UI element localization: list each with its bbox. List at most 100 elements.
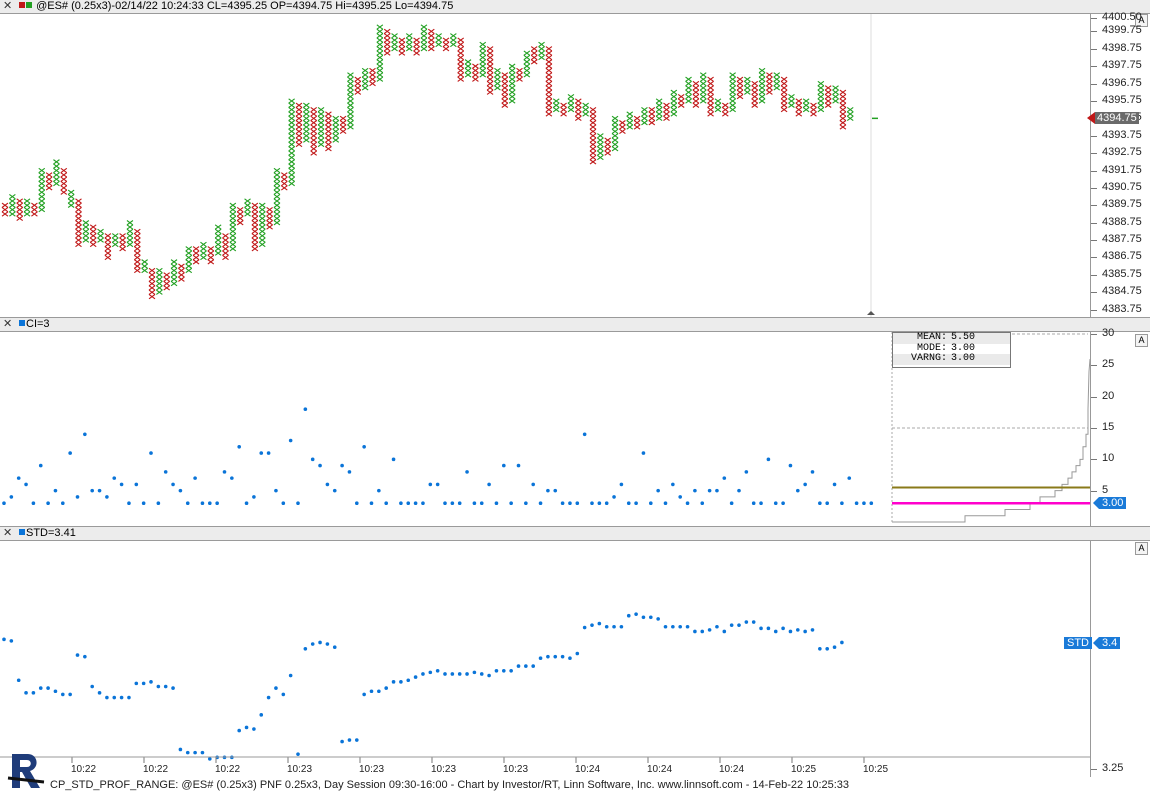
x-box [846,107,854,113]
o-box [280,176,288,182]
ci-point [16,476,21,480]
o-box [574,98,582,104]
x-box [611,124,619,130]
autoscale-button[interactable]: A [1135,334,1148,347]
x-box [23,211,31,217]
o-box [192,259,200,265]
o-box [751,85,759,91]
close-pane-icon[interactable]: ✕ [3,0,13,12]
x-box [288,150,295,156]
x-box [494,85,501,91]
ci-point [693,488,697,493]
x-box [9,202,16,208]
o-box [413,50,420,56]
o-box [45,180,53,187]
o-box [427,41,435,48]
ci-tick-label: 15 [1102,421,1115,433]
x-box [832,93,839,100]
tick-mark [1091,205,1097,207]
o-box [325,141,332,148]
ci-point [487,482,491,487]
x-box [82,237,90,243]
o-box [677,93,685,100]
x-box [538,41,545,48]
o-column [766,72,773,95]
std-point [840,640,844,645]
o-box [707,85,714,91]
x-box [479,72,487,78]
o-box [457,67,465,74]
x-box [317,133,325,139]
ci-point [178,488,183,493]
o-box [133,263,141,269]
ci-point [288,438,293,443]
autoscale-button[interactable]: A [1135,542,1148,555]
x-tick-label: 10:24 [647,764,673,775]
o-box [501,76,509,82]
x-box [258,241,266,248]
o-box [619,128,626,135]
ci-point [399,501,403,505]
ci-point [340,463,344,468]
autoscale-button[interactable]: A [1135,14,1148,27]
x-tick-label: 10:22 [215,764,241,775]
o-box [648,111,656,117]
o-box [163,285,171,291]
o-box [178,263,185,269]
x-box [361,80,369,87]
x-column [611,115,619,152]
x-column [244,198,251,217]
x-column [376,24,384,82]
o-box [780,107,788,113]
close-pane-icon[interactable]: ✕ [3,318,13,330]
o-box [589,111,597,117]
o-box [516,76,523,82]
stats-row: MEAN: 5.50 [893,332,1010,344]
x-box [376,67,384,74]
o-column [398,37,406,56]
o-box [325,111,332,117]
ci-point [641,451,646,455]
o-box [516,72,523,78]
o-box [207,250,215,256]
ci-point [502,463,506,468]
o-box [310,128,318,135]
x-box [156,280,163,287]
o-box [707,76,714,82]
price-tick-label: 4397.75 [1102,59,1142,72]
ci-point [127,501,131,505]
x-box [347,80,354,87]
close-pane-icon[interactable]: ✕ [3,527,13,539]
o-box [339,128,347,135]
std-point [582,625,587,630]
cursor-marker [867,311,875,315]
std-point [75,653,80,657]
std-axis: A 3.25 3.4 [1090,541,1150,777]
x-box [303,133,310,139]
stats-box: MEAN: 5.50 MODE: 3.00 VARNG: 3.00 [892,332,1011,368]
x-box [288,133,295,139]
x-column [817,80,825,113]
x-box [200,254,207,261]
x-box [288,167,295,174]
o-box [413,41,420,48]
x-box [67,193,75,200]
x-column [655,98,663,121]
x-box [391,46,398,52]
o-box [310,146,318,152]
std-point [619,624,624,629]
o-box [501,80,509,87]
x-box [391,41,398,48]
o-column [251,202,259,252]
ci-point [83,432,87,437]
x-box [347,85,354,91]
std-point [590,623,594,627]
o-box [795,107,803,113]
o-box [604,146,612,152]
o-box [163,276,171,282]
o-box [325,133,332,139]
x-box [53,180,60,187]
x-box [420,41,428,48]
x-box [347,89,354,95]
ci-point [479,501,484,505]
